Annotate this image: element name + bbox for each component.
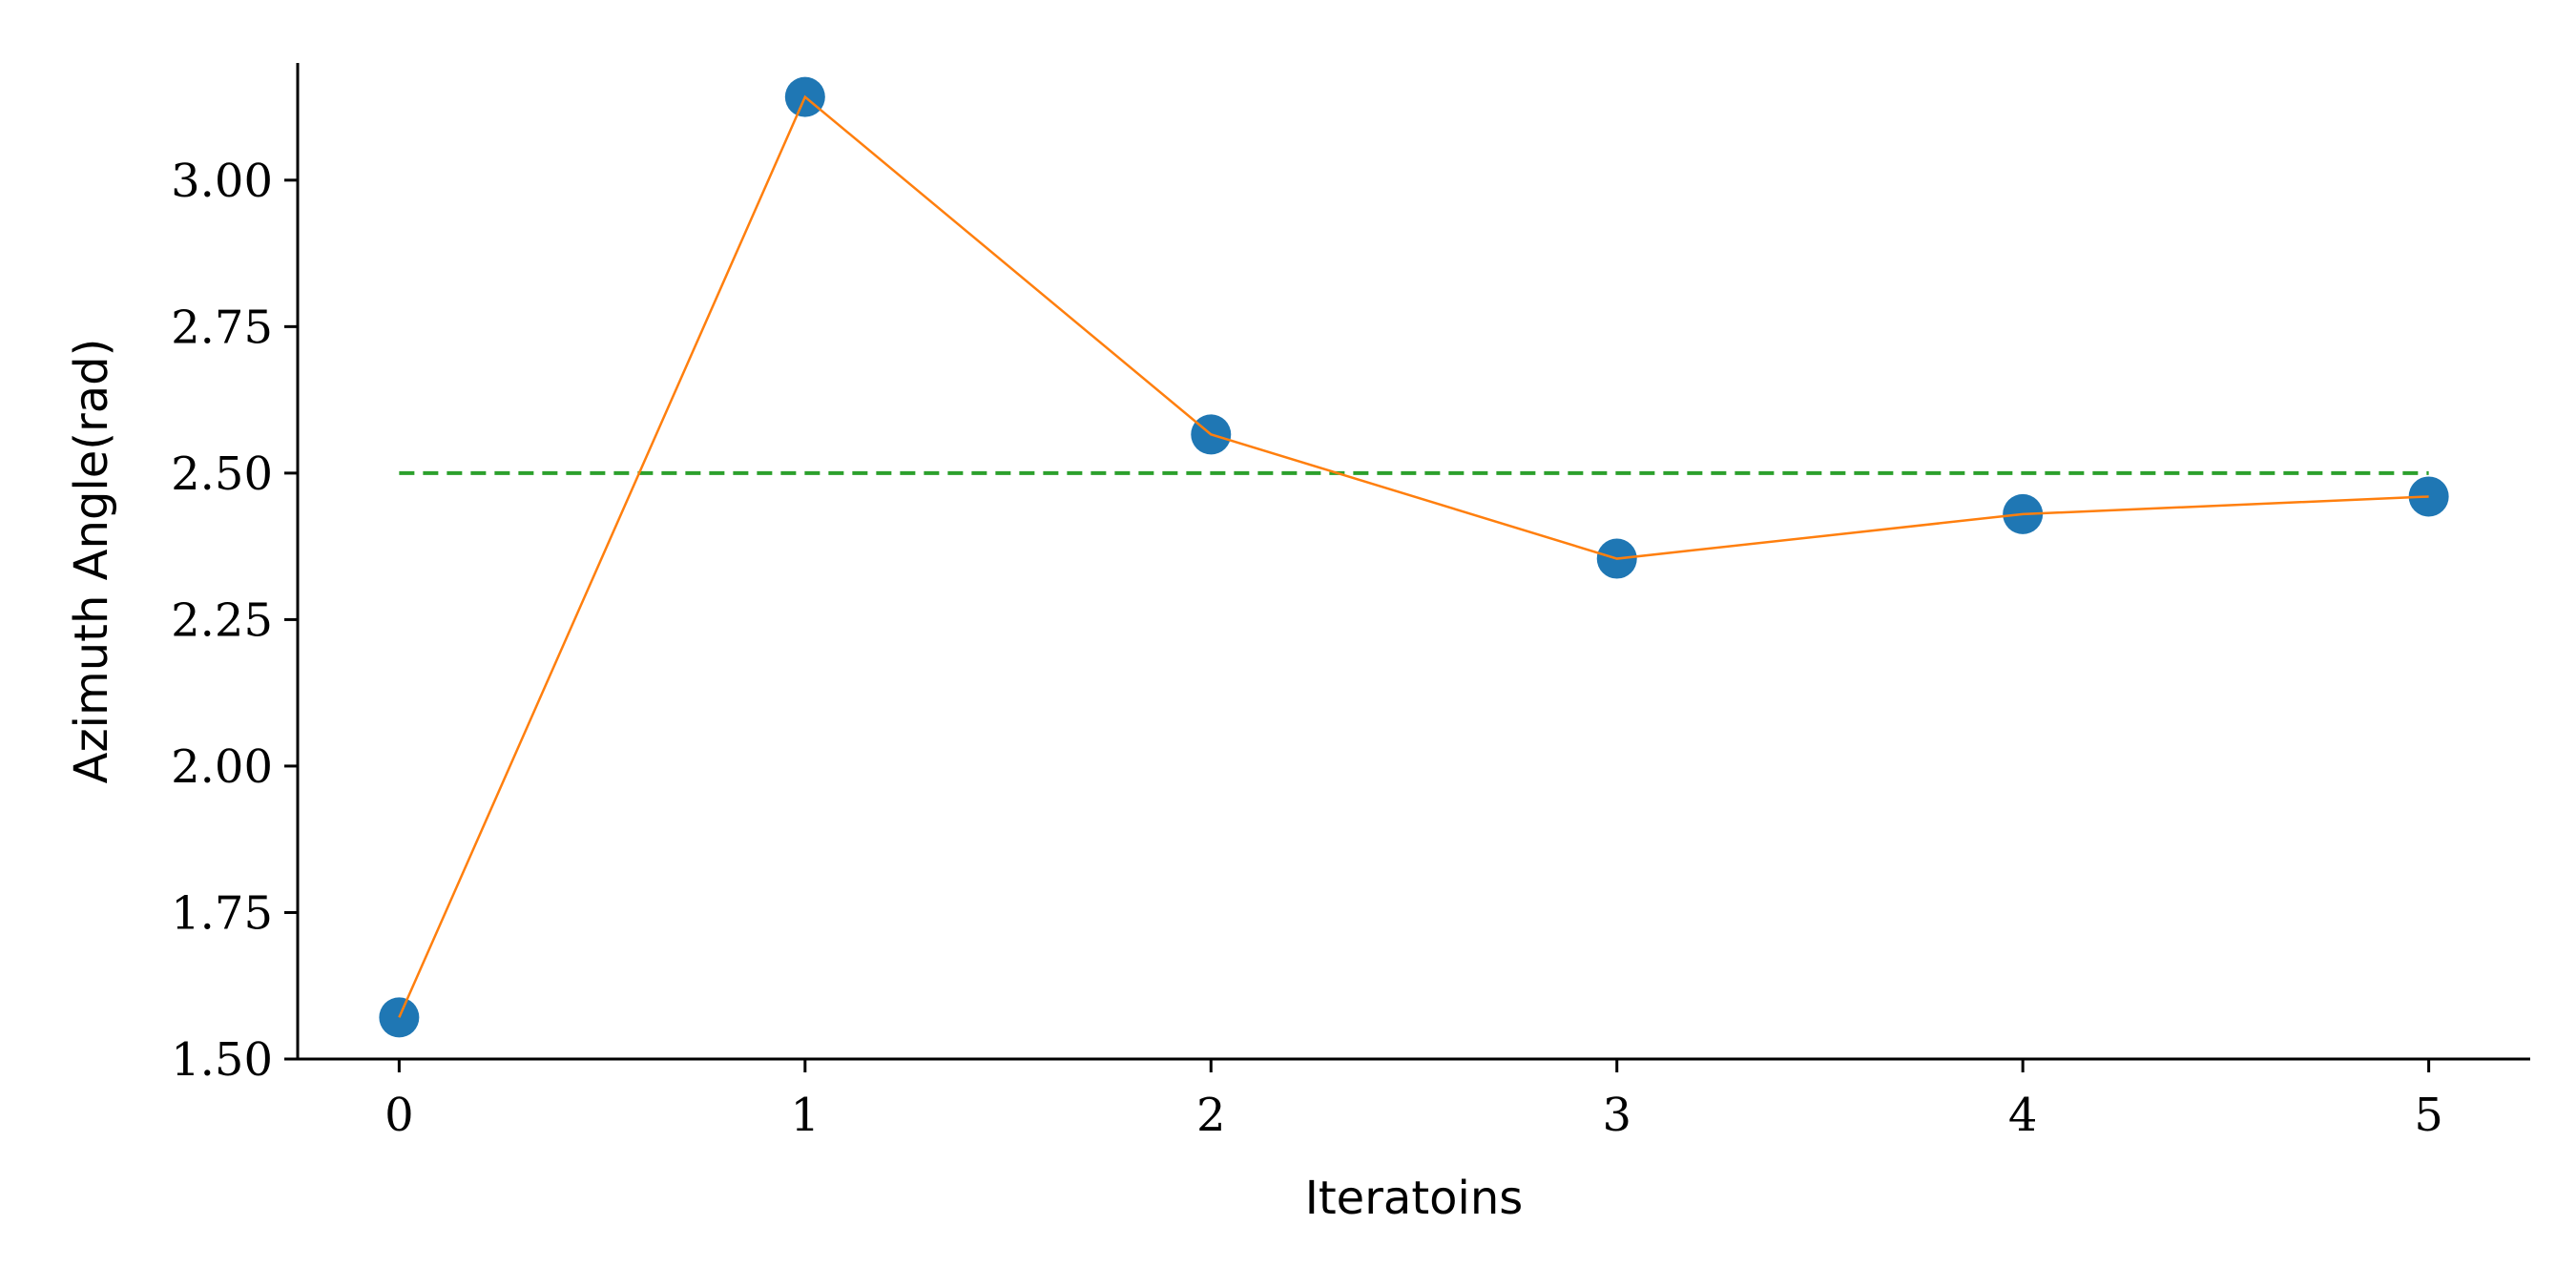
data-line [398,94,2429,1018]
y-tick-label: 1.75 [171,886,273,940]
x-axis-ticks: 0 1 2 3 4 5 [384,1059,2443,1142]
x-axis-label: Iteratoins [1305,1172,1524,1225]
x-tick-label: 5 [2414,1089,2443,1142]
x-tick-label: 4 [2008,1089,2038,1142]
x-tick-label: 0 [384,1089,414,1142]
y-axis-label: Azimuth Angle(rad) [65,339,118,784]
y-tick-label: 2.75 [171,301,273,354]
x-tick-label: 1 [791,1089,821,1142]
y-tick-label: 1.50 [171,1033,273,1087]
y-tick-label: 2.25 [171,593,273,647]
x-tick-label: 2 [1196,1089,1226,1142]
x-tick-label: 3 [1602,1089,1631,1142]
y-axis-ticks: 1.50 1.75 2.00 2.25 2.50 2.75 3.00 [171,155,298,1087]
y-tick-label: 2.50 [171,447,273,501]
y-tick-label: 2.00 [171,740,273,794]
plot-area [379,76,2449,1038]
y-tick-label: 3.00 [171,155,273,208]
